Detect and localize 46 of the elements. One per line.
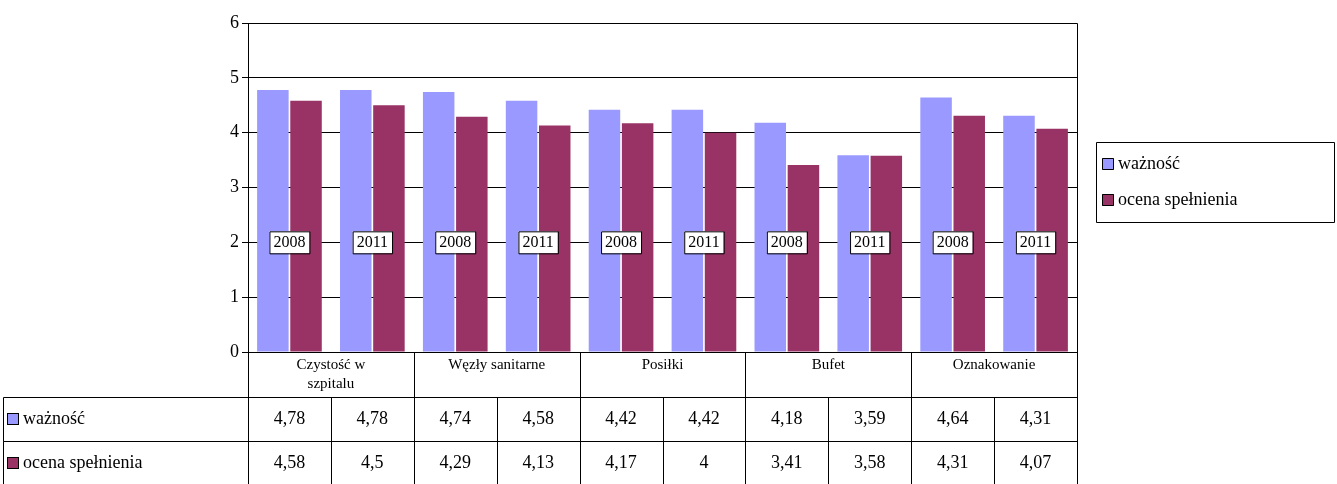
x-tick-label: 2008 xyxy=(605,232,638,250)
x-tick-label: 2008 xyxy=(273,232,306,250)
data-label: 4,58 xyxy=(522,407,554,428)
y-tick-label: 5 xyxy=(230,66,239,87)
x-tick-label: 2011 xyxy=(854,232,886,250)
y-tick-label: 0 xyxy=(230,340,239,361)
data-label: 4,17 xyxy=(605,451,637,472)
text: Czystość w szpitalu xyxy=(296,355,366,391)
data-label: 4,42 xyxy=(688,407,720,428)
text: Węzły sanitarne xyxy=(448,355,546,372)
x-tick-label: 2011 xyxy=(688,232,720,250)
text: ważność xyxy=(23,407,85,428)
data-label: 4,5 xyxy=(361,451,384,472)
data-label: 4,58 xyxy=(273,451,306,472)
data-label: 4,78 xyxy=(356,407,389,428)
y-tick-label: 3 xyxy=(230,176,239,197)
data-label: 4,13 xyxy=(522,451,554,472)
y-tick-label: 4 xyxy=(230,121,239,142)
x-tick-label: 2011 xyxy=(356,232,389,250)
data-label: 4,31 xyxy=(1019,407,1052,428)
data-label: 4,42 xyxy=(605,407,637,428)
data-label: 4,18 xyxy=(771,407,803,428)
data-label: 4,29 xyxy=(439,451,471,472)
data-label: 4,07 xyxy=(1019,451,1052,472)
data-label: 4,74 xyxy=(439,407,471,428)
x-tick-label: 2008 xyxy=(770,232,803,250)
legend-label: ważność xyxy=(1118,152,1180,173)
data-label: 3,41 xyxy=(771,451,803,472)
data-label: 4,31 xyxy=(936,451,969,472)
text: Oznakowanie xyxy=(952,355,1036,372)
text: ocena spełnienia xyxy=(23,451,143,472)
x-tick-label: 2011 xyxy=(1019,232,1052,250)
data-label: 3,58 xyxy=(854,451,886,472)
text: Bufet xyxy=(811,355,846,372)
y-tick-label: 2 xyxy=(230,231,239,252)
text: Posiłki xyxy=(641,355,684,372)
y-tick-label: 1 xyxy=(230,285,239,306)
x-tick-label: 2008 xyxy=(439,232,472,250)
y-tick-label: 6 xyxy=(230,11,239,32)
data-label: 3,59 xyxy=(854,407,886,428)
data-label: 4 xyxy=(699,451,709,472)
legend-label: ocena spełnienia xyxy=(1118,188,1238,209)
data-label: 4,64 xyxy=(936,407,969,428)
data-label: 4,78 xyxy=(273,407,306,428)
x-tick-label: 2008 xyxy=(936,232,969,250)
x-tick-label: 2011 xyxy=(522,232,554,250)
